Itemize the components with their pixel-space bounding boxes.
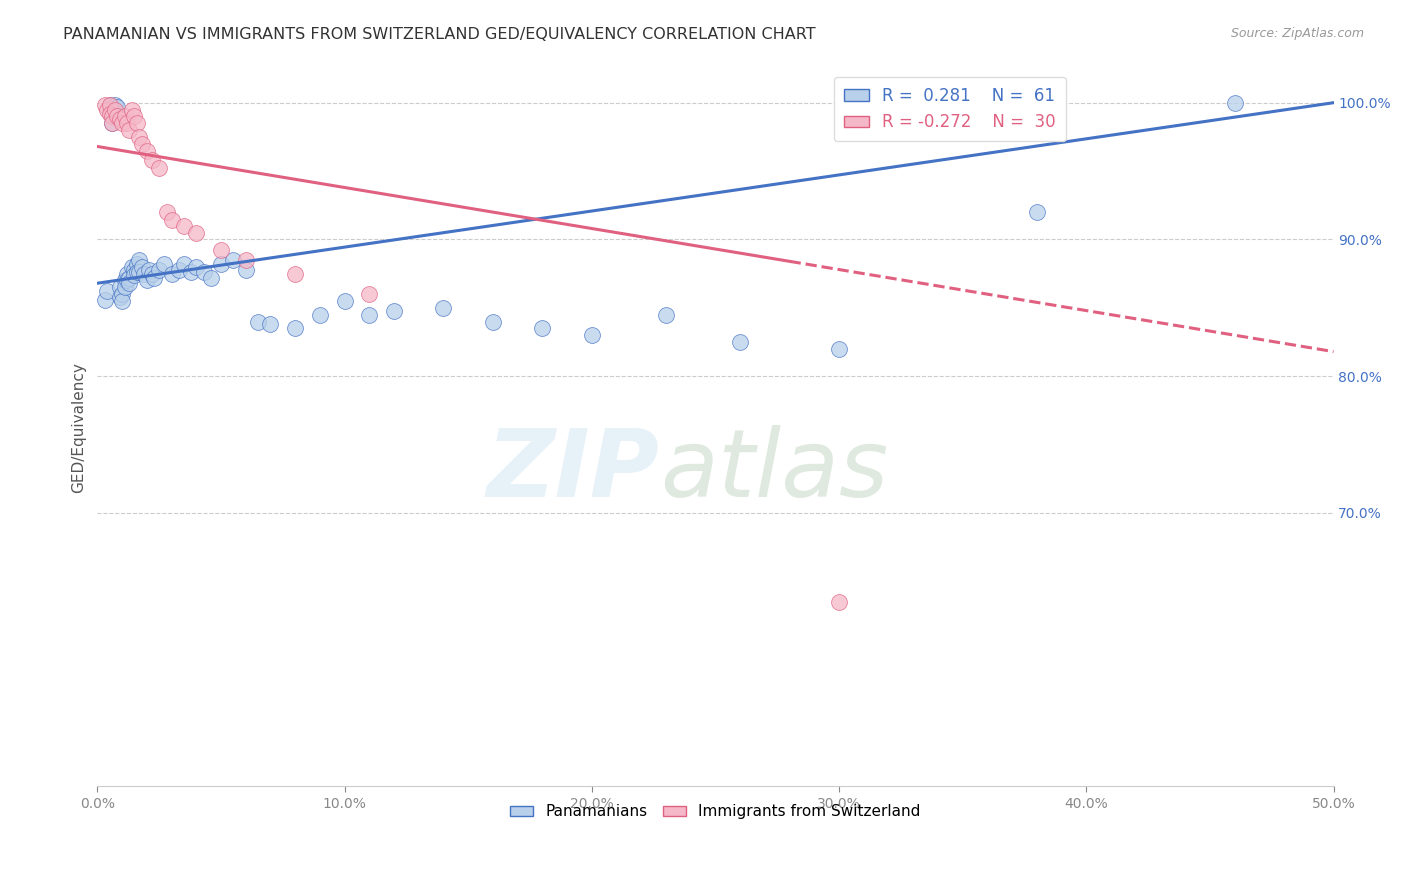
Point (1025, 205, 1047, 219)
Point (131, 260, 153, 274)
Point (200, 270, 222, 285)
Point (115, 116, 138, 130)
Y-axis label: GED/Equivalency: GED/Equivalency (72, 362, 86, 493)
Point (531, 321, 554, 335)
Text: Source: ZipAtlas.com: Source: ZipAtlas.com (1230, 27, 1364, 40)
Point (432, 301, 454, 315)
Point (160, 213, 183, 227)
Point (1223, 95, 1246, 110)
Point (128, 265, 150, 279)
Point (143, 270, 166, 285)
Point (482, 314, 505, 328)
Point (247, 314, 270, 328)
Point (235, 262, 257, 277)
Point (101, 116, 124, 130)
Point (209, 244, 232, 258)
Point (124, 262, 146, 277)
Point (121, 260, 143, 274)
Point (728, 334, 751, 349)
Point (148, 161, 170, 176)
Point (96, 285, 118, 299)
Point (131, 136, 153, 151)
Point (222, 252, 245, 267)
Point (124, 109, 146, 123)
Point (125, 257, 148, 271)
Point (121, 103, 143, 117)
Point (98, 103, 121, 117)
Point (118, 270, 141, 285)
Point (209, 257, 232, 271)
Point (124, 268, 146, 282)
Point (128, 129, 150, 144)
Point (284, 321, 307, 335)
Point (141, 267, 163, 281)
Point (98, 106, 121, 120)
Point (111, 287, 134, 301)
Point (115, 267, 138, 281)
Point (108, 280, 131, 294)
Text: PANAMANIAN VS IMMIGRANTS FROM SWITZERLAND GED/EQUIVALENCY CORRELATION CHART: PANAMANIAN VS IMMIGRANTS FROM SWITZERLAN… (63, 27, 815, 42)
Point (359, 287, 381, 301)
Point (359, 308, 381, 322)
Point (108, 290, 131, 304)
Point (118, 123, 141, 137)
Point (655, 308, 678, 322)
Point (104, 103, 127, 117)
Point (186, 260, 208, 274)
Point (134, 267, 156, 281)
Point (104, 98, 127, 112)
Point (101, 109, 124, 123)
Point (135, 273, 157, 287)
Point (167, 262, 190, 277)
Point (105, 100, 128, 114)
Point (193, 265, 215, 279)
Point (155, 205, 177, 219)
Point (382, 303, 405, 318)
Point (101, 116, 124, 130)
Point (259, 318, 281, 332)
Legend: Panamanians, Immigrants from Switzerland: Panamanians, Immigrants from Switzerland (505, 798, 927, 825)
Point (148, 262, 170, 277)
Point (308, 308, 330, 322)
Point (98, 98, 121, 112)
Point (333, 293, 356, 308)
Point (235, 252, 257, 267)
Point (141, 153, 163, 168)
Point (105, 109, 128, 123)
Point (115, 273, 138, 287)
Point (128, 252, 150, 267)
Point (138, 262, 160, 277)
Point (105, 109, 128, 123)
Point (94, 98, 117, 112)
Point (111, 293, 134, 308)
Point (104, 105, 127, 120)
Point (284, 267, 307, 281)
Point (125, 116, 148, 130)
Point (135, 144, 157, 158)
Point (180, 265, 202, 279)
Point (98, 98, 121, 112)
Point (828, 595, 851, 609)
Point (828, 342, 851, 356)
Point (581, 328, 603, 343)
Point (111, 116, 134, 130)
Point (114, 273, 136, 287)
Point (101, 109, 124, 123)
Point (114, 280, 136, 294)
Point (160, 267, 183, 281)
Point (94, 293, 117, 307)
Point (153, 257, 176, 271)
Point (118, 277, 141, 291)
Point (96, 103, 118, 117)
Point (108, 112, 131, 127)
Point (125, 265, 148, 279)
Point (173, 219, 195, 233)
Point (173, 257, 195, 271)
Text: atlas: atlas (659, 425, 889, 516)
Text: ZIP: ZIP (486, 425, 659, 516)
Point (186, 226, 208, 240)
Point (114, 109, 136, 123)
